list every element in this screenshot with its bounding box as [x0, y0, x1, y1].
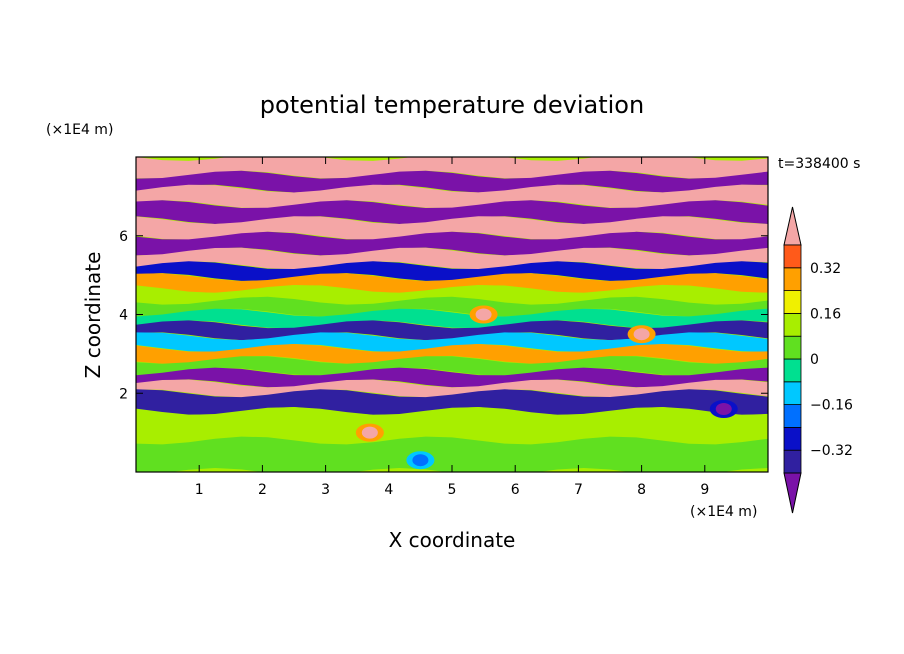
- contour-band: [136, 367, 768, 388]
- x-tick-label: 6: [511, 482, 520, 498]
- colorbar-segment: [783, 267, 802, 291]
- colorbar-segment: [783, 426, 802, 451]
- x-tick-label: 7: [574, 482, 583, 498]
- contour-band: [136, 296, 768, 317]
- y-tick-label: 6: [119, 229, 128, 245]
- contour-band: [136, 356, 768, 376]
- field-feature: [475, 308, 492, 321]
- plot-area: [136, 157, 768, 472]
- contour-band: [136, 157, 768, 179]
- colorbar-segment: [783, 358, 802, 383]
- y-tick-label: 4: [119, 308, 128, 324]
- y-tick-label: 2: [119, 386, 128, 402]
- contour-band: [136, 407, 768, 445]
- colorbar-tick-label: 0.16: [810, 306, 841, 322]
- contour-band: [136, 344, 768, 364]
- contour-band: [136, 308, 768, 329]
- y-unit-label: (×1E4 m): [46, 122, 113, 138]
- colorbar-segment: [783, 244, 802, 269]
- field-feature: [361, 426, 378, 439]
- contour-band: [136, 200, 768, 224]
- colorbar-tick-label: 0: [810, 352, 819, 368]
- x-axis-label: X coordinate: [389, 528, 516, 552]
- colorbar-segment: [783, 404, 802, 428]
- contour-band: [136, 436, 768, 472]
- contour-band: [136, 284, 768, 305]
- colorbar-arrow-max: [783, 206, 802, 246]
- chart-title: potential temperature deviation: [260, 91, 644, 119]
- colorbar-segment: [783, 335, 802, 360]
- x-axis: 1 2 3 4 5 6 7 8 9: [195, 157, 709, 498]
- x-tick-label: 3: [321, 482, 330, 498]
- contour-band: [136, 379, 768, 398]
- field-feature: [412, 454, 429, 467]
- colorbar-segment: [783, 381, 802, 405]
- x-tick-label: 9: [700, 482, 709, 498]
- colorbar: 0.32 0.16 0 −0.16 −0.32: [783, 206, 853, 514]
- contour-band: [136, 247, 768, 270]
- x-tick-label: 5: [448, 482, 457, 498]
- x-tick-label: 1: [195, 482, 204, 498]
- contour-band: [136, 273, 768, 293]
- x-tick-label: 2: [258, 482, 267, 498]
- contour-band: [136, 261, 768, 281]
- colorbar-tick-label: 0.32: [810, 261, 841, 277]
- colorbar-tick-label: −0.32: [810, 443, 853, 459]
- contour-band: [136, 184, 768, 208]
- contour-band: [136, 389, 768, 415]
- colorbar-segment: [783, 449, 802, 474]
- time-label: t=338400 s: [778, 156, 860, 172]
- colorbar-segment: [783, 312, 802, 337]
- contour-band: [136, 332, 768, 352]
- y-axis: 2 4 6: [119, 229, 768, 402]
- field-feature: [633, 328, 650, 341]
- x-tick-label: 8: [637, 482, 646, 498]
- colorbar-tick-label: −0.16: [810, 398, 853, 414]
- x-tick-label: 4: [384, 482, 393, 498]
- contour-band: [136, 231, 768, 256]
- x-unit-label: (×1E4 m): [690, 504, 757, 520]
- colorbar-segment: [783, 290, 802, 314]
- contour-band: [136, 170, 768, 193]
- field-feature: [715, 403, 732, 415]
- y-axis-label: Z coordinate: [81, 252, 105, 379]
- colorbar-arrow-min: [783, 472, 802, 514]
